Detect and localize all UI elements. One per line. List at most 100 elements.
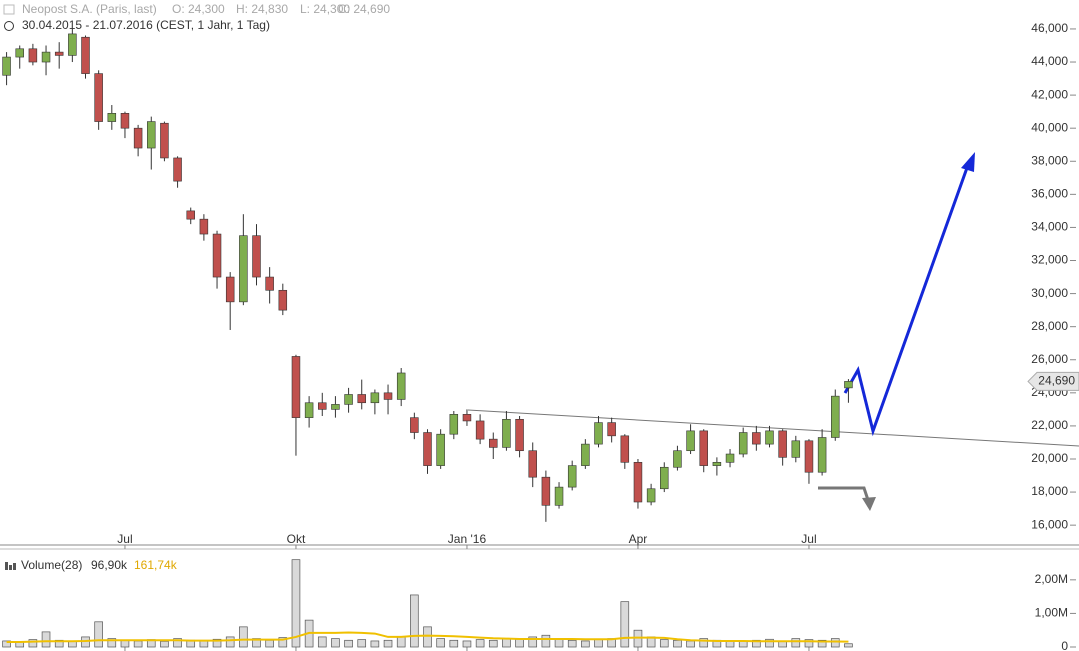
- volume-bar: [594, 639, 603, 648]
- candle-body: [133, 127, 143, 149]
- last-price-tag: [1027, 371, 1079, 391]
- volume-bar: [765, 638, 774, 648]
- y-tick-label: 20,000: [1031, 451, 1068, 465]
- candle-body: [252, 235, 261, 278]
- candle-body: [370, 392, 380, 404]
- x-tick-label: Apr: [629, 532, 648, 546]
- x-tick-label: Jan '16: [448, 532, 487, 546]
- volume-average: 161,74k: [134, 558, 178, 572]
- candle-body: [344, 394, 353, 405]
- candle-body: [554, 486, 564, 506]
- candle-body: [239, 235, 248, 303]
- candle-body: [844, 381, 853, 389]
- candle-body: [357, 394, 366, 404]
- candle-body: [673, 450, 682, 468]
- volume-bar: [357, 639, 367, 648]
- volume-bar: [620, 601, 630, 648]
- y-tick-label: 36,000: [1031, 187, 1068, 201]
- candle-body: [620, 435, 630, 463]
- risk-arrow: [818, 486, 870, 501]
- volume-title: Volume(28): [21, 558, 82, 572]
- candle-body: [699, 430, 708, 466]
- volume-bar: [449, 639, 459, 648]
- volume-bar: [581, 640, 590, 648]
- volume-icon: [9, 565, 12, 570]
- candle-body: [28, 48, 38, 63]
- volume-bar: [699, 638, 709, 648]
- volume-bar: [370, 640, 380, 648]
- candle-body: [173, 157, 182, 182]
- volume-bar: [54, 639, 64, 648]
- clock-icon: [4, 21, 14, 31]
- forecast-arrow: [843, 164, 970, 437]
- candle-body: [778, 430, 787, 458]
- candle-body: [646, 488, 656, 503]
- x-tick-label: Okt: [287, 532, 306, 546]
- y-tick-label: 26,000: [1031, 352, 1068, 366]
- volume-bar: [278, 637, 288, 648]
- x-tick-label: Jul: [801, 532, 816, 546]
- y-tick-label: 28,000: [1031, 319, 1068, 333]
- volume-bar: [239, 626, 248, 648]
- volume-bar: [541, 634, 551, 648]
- ohlc-high: H: 24,830: [236, 2, 288, 16]
- candle-body: [160, 122, 169, 159]
- volume-icon: [5, 562, 8, 570]
- y-tick-label: 0: [1061, 639, 1068, 651]
- candle-body: [817, 437, 827, 473]
- candle-body: [94, 73, 103, 122]
- volume-bar: [331, 638, 340, 648]
- candle-body: [383, 392, 393, 400]
- volume-bar: [475, 639, 485, 648]
- volume-bar: [659, 639, 669, 648]
- forecast-arrowhead: [961, 152, 975, 172]
- volume-bar: [791, 638, 801, 648]
- volume-bar: [344, 639, 353, 648]
- candle-body: [107, 113, 117, 122]
- volume-bar: [265, 639, 274, 648]
- candle-body: [660, 466, 669, 490]
- volume-bar: [502, 638, 511, 648]
- y-tick-label: 38,000: [1031, 153, 1068, 167]
- candle-body: [318, 402, 327, 410]
- candle-body: [15, 48, 24, 58]
- y-tick-label: 32,000: [1031, 253, 1068, 267]
- ohlc-low: L: 24,300: [300, 2, 350, 16]
- candle-body: [804, 440, 814, 473]
- y-tick-label: 44,000: [1031, 54, 1068, 68]
- candle-body: [186, 210, 195, 220]
- y-tick-label: 2,00M: [1035, 572, 1068, 586]
- candle-body: [712, 461, 722, 466]
- candle-body: [212, 233, 222, 278]
- y-tick-label: 30,000: [1031, 286, 1068, 300]
- candle-body: [475, 420, 485, 440]
- volume-icon: [13, 563, 16, 570]
- candle-body: [2, 56, 11, 76]
- instrument-icon: [3, 4, 15, 15]
- volume-bar: [225, 636, 235, 648]
- candle-body: [765, 430, 774, 445]
- volume-bar: [383, 639, 393, 648]
- volume-bar: [160, 640, 169, 648]
- volume-bar: [528, 636, 538, 648]
- volume-bar: [291, 559, 301, 648]
- candle-body: [81, 36, 90, 74]
- volume-bar: [396, 636, 406, 648]
- candle-body: [449, 414, 459, 435]
- volume-bar: [804, 639, 814, 648]
- volume-bar: [830, 638, 840, 648]
- volume-average-line: [6, 631, 849, 643]
- volume-bar: [488, 639, 498, 648]
- candle-body: [410, 417, 419, 433]
- date-range: 30.04.2015 - 21.07.2016 (CEST, 1 Jahr, 1…: [22, 18, 270, 32]
- candle-body: [120, 113, 130, 129]
- instrument: Neopost S.A. (Paris, last): [22, 2, 157, 16]
- y-tick-label: 22,000: [1031, 418, 1068, 432]
- volume-bar: [173, 638, 182, 648]
- candle-body: [489, 438, 498, 448]
- candle-body: [725, 453, 735, 463]
- candle-body: [567, 465, 577, 488]
- candle-body: [594, 422, 603, 445]
- candle-body: [633, 461, 643, 503]
